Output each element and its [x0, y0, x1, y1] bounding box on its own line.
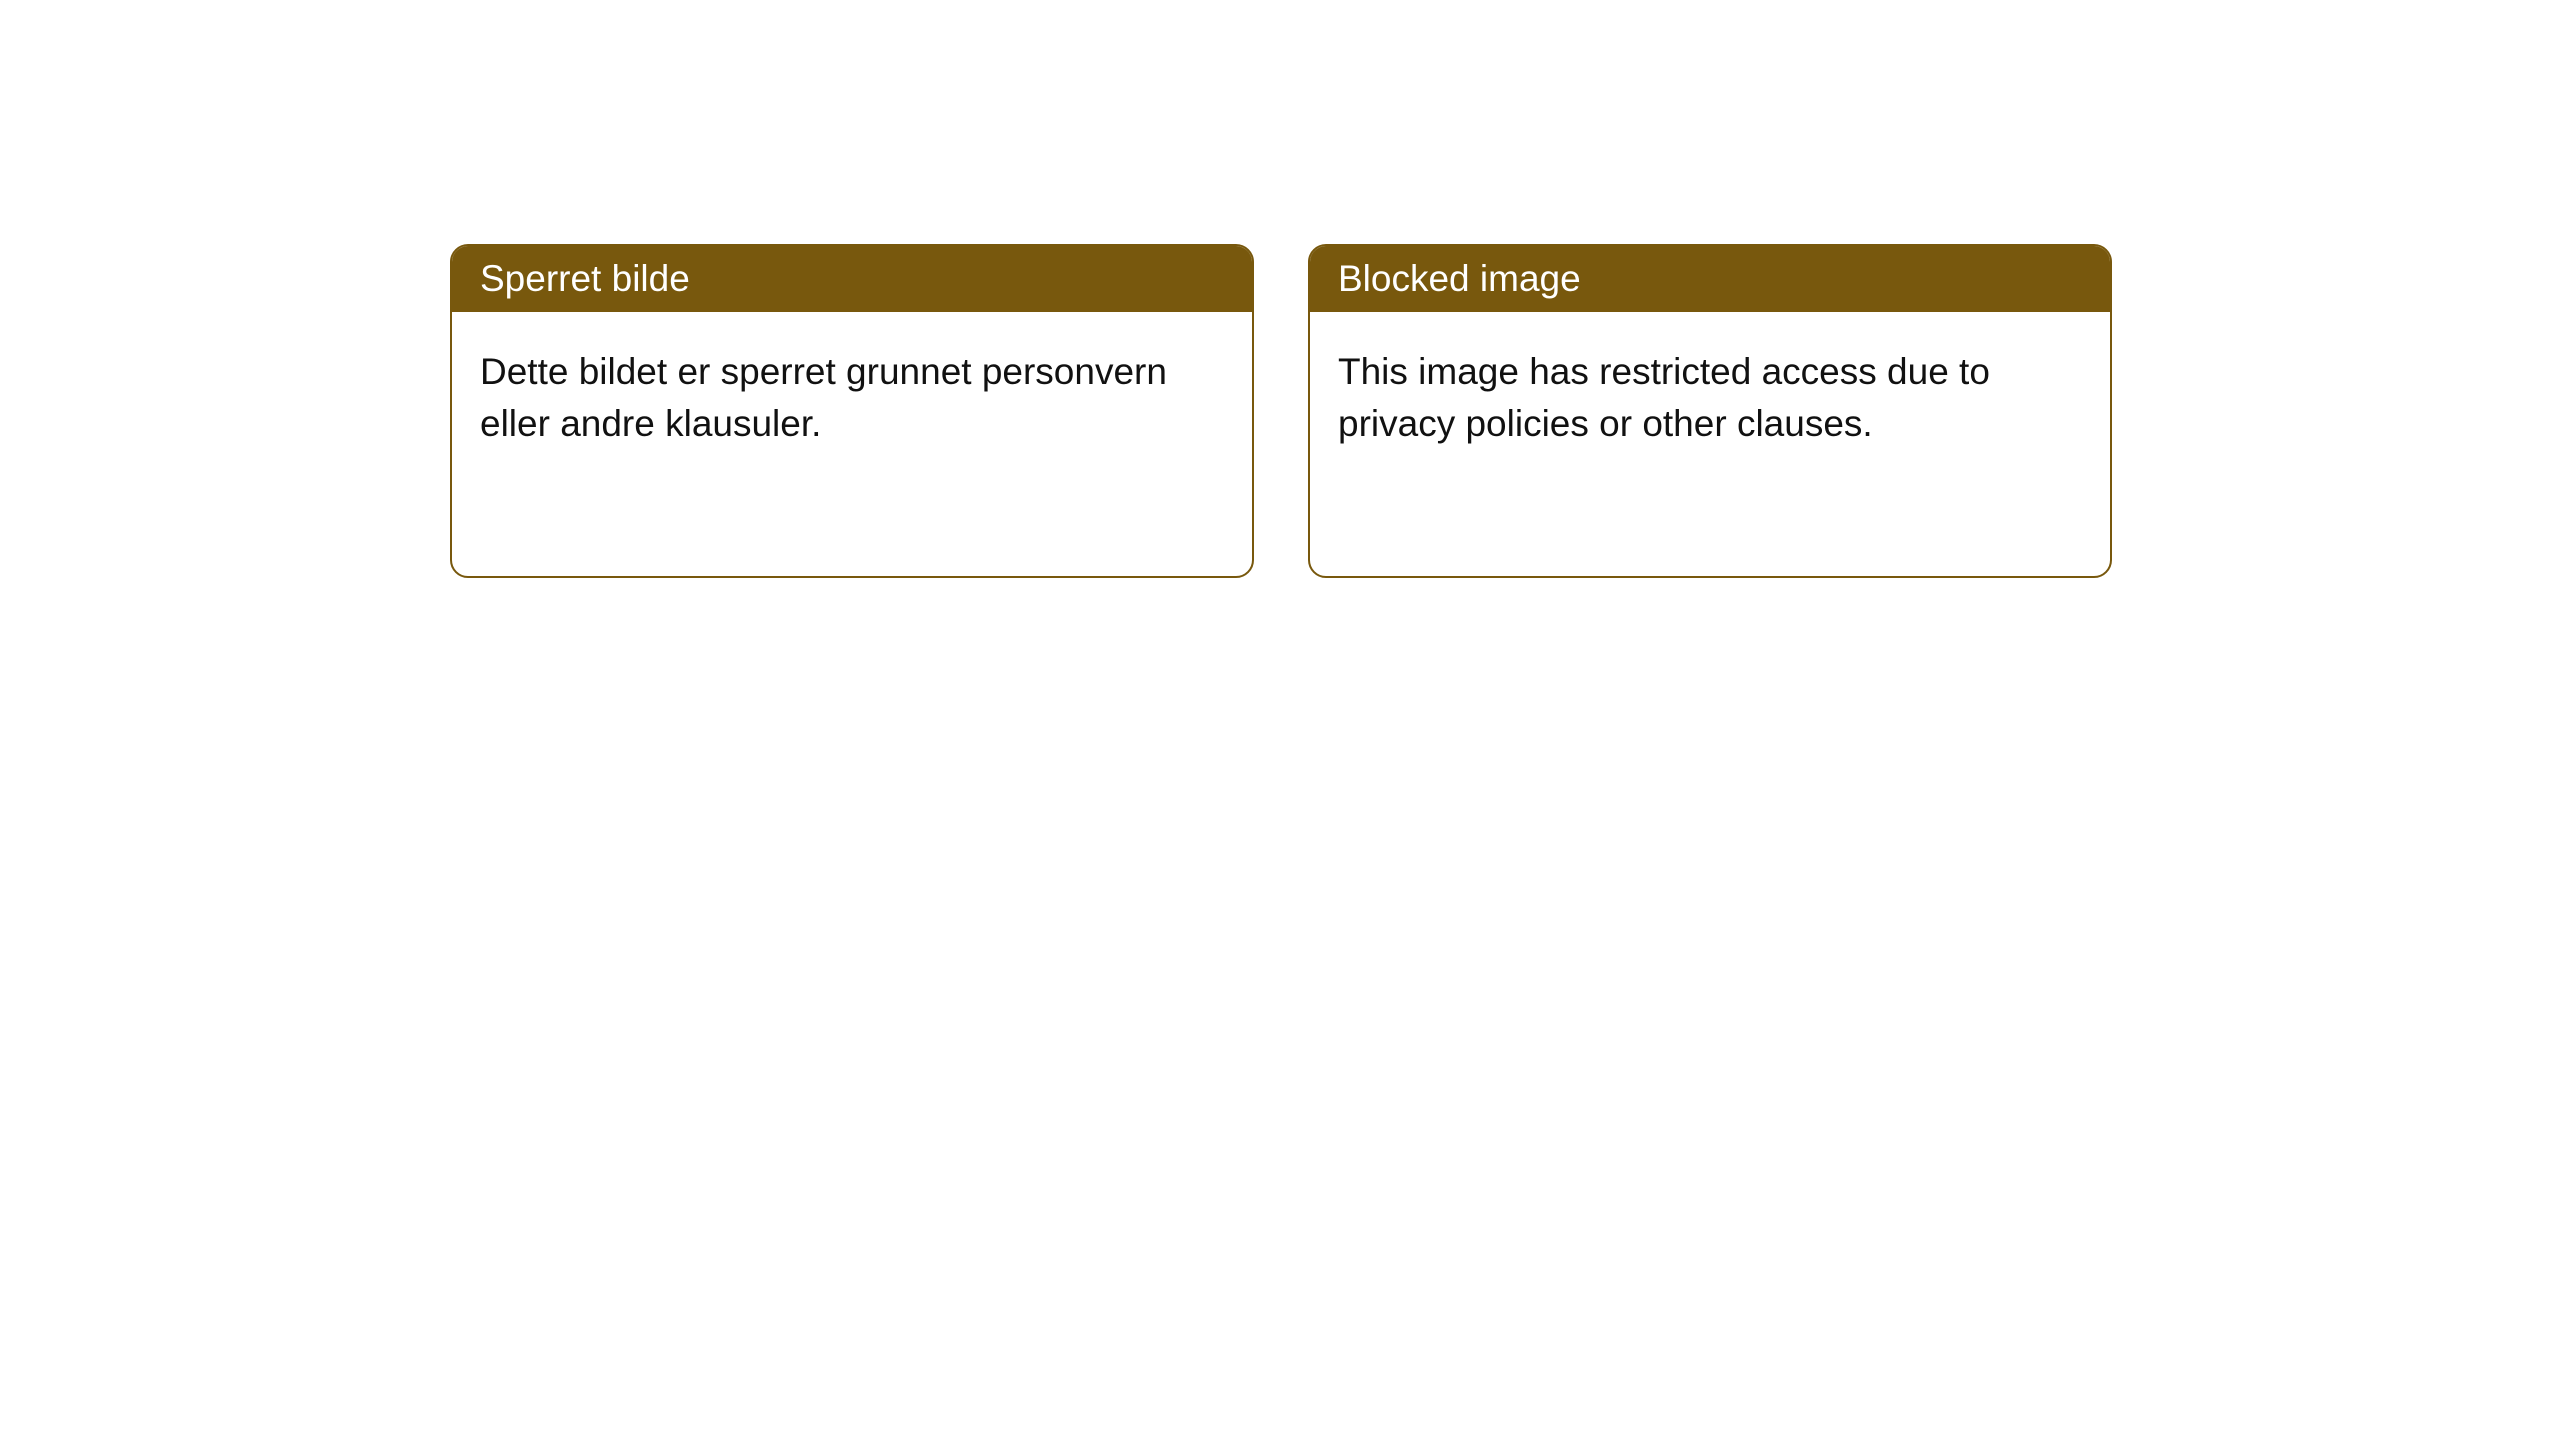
card-header: Sperret bilde	[452, 246, 1252, 312]
card-title: Blocked image	[1338, 258, 1581, 299]
notice-card-english: Blocked image This image has restricted …	[1308, 244, 2112, 578]
card-body: Dette bildet er sperret grunnet personve…	[452, 312, 1252, 484]
notice-container: Sperret bilde Dette bildet er sperret gr…	[0, 0, 2560, 578]
card-message: Dette bildet er sperret grunnet personve…	[480, 351, 1167, 444]
notice-card-norwegian: Sperret bilde Dette bildet er sperret gr…	[450, 244, 1254, 578]
card-header: Blocked image	[1310, 246, 2110, 312]
card-message: This image has restricted access due to …	[1338, 351, 1990, 444]
card-body: This image has restricted access due to …	[1310, 312, 2110, 484]
card-title: Sperret bilde	[480, 258, 690, 299]
